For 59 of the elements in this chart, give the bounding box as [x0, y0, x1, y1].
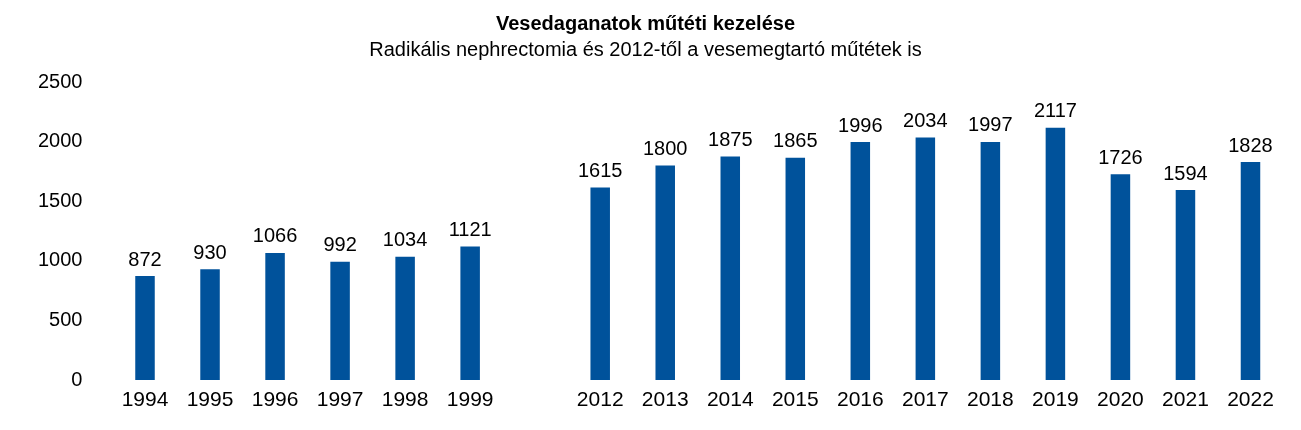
bar: [395, 256, 415, 380]
data-label: 1865: [773, 129, 818, 152]
bar: [785, 157, 806, 380]
bar: [200, 269, 220, 380]
chart-title: Vesedaganatok műtéti kezelése: [495, 11, 796, 34]
data-label: 872: [128, 247, 162, 270]
x-tick-label: 2015: [771, 387, 819, 411]
x-tick-label: 1998: [381, 387, 429, 411]
bar: [980, 141, 1001, 380]
data-label: 1828: [1228, 133, 1273, 156]
bar: [915, 137, 936, 380]
data-label: 2117: [1033, 99, 1077, 122]
y-tick-label: 500: [49, 307, 83, 330]
bar: [720, 156, 741, 380]
bar: [1175, 190, 1196, 380]
y-tick-label: 2000: [37, 129, 83, 152]
x-tick-label: 2017: [901, 387, 949, 411]
y-tick-label: 1500: [37, 188, 83, 211]
x-tick-label: 2016: [836, 387, 884, 411]
data-label: 1800: [642, 136, 688, 159]
data-label: 1594: [1163, 161, 1208, 184]
x-tick-label: 2018: [967, 387, 1014, 411]
data-label: 930: [193, 240, 227, 263]
data-label: 2034: [903, 109, 948, 132]
bar: [850, 142, 871, 380]
data-label: 1726: [1098, 145, 1143, 168]
data-label: 992: [323, 233, 357, 256]
x-tick-label: 2020: [1097, 387, 1144, 411]
data-label: 1615: [577, 159, 623, 182]
x-tick-label: 1995: [186, 387, 234, 411]
y-tick-label: 2500: [37, 69, 83, 92]
x-tick-label: 1996: [251, 387, 299, 411]
x-tick-label: 2014: [706, 387, 754, 411]
bar: [460, 246, 480, 380]
bar: [1045, 127, 1066, 380]
bar: [265, 252, 285, 380]
data-label: 1034: [382, 228, 428, 251]
x-tick-label: 2021: [1162, 387, 1209, 411]
data-label: 1121: [448, 217, 492, 240]
x-tick-label: 1997: [316, 387, 364, 411]
x-tick-label: 2013: [641, 387, 689, 411]
bar: [1110, 174, 1131, 380]
data-label: 1997: [968, 113, 1013, 136]
x-tick-label: 2022: [1227, 387, 1274, 411]
y-tick-label: 0: [71, 367, 83, 390]
data-label: 1996: [838, 113, 883, 136]
x-tick-label: 1999: [446, 387, 494, 411]
x-tick-label: 2012: [576, 387, 624, 411]
x-tick-label: 2019: [1032, 387, 1079, 411]
y-tick-label: 1000: [37, 248, 83, 271]
bar: [655, 165, 675, 380]
data-label: 1875: [708, 128, 753, 151]
bar: [1240, 162, 1261, 380]
chart-subtitle: Radikális nephrectomia és 2012-től a vesemegtartó műtétek is: [369, 37, 922, 60]
bar: [590, 187, 610, 380]
bar: [135, 276, 155, 380]
data-label: 1066: [252, 224, 298, 247]
bar: [330, 261, 350, 380]
x-tick-label: 1994: [121, 387, 169, 411]
